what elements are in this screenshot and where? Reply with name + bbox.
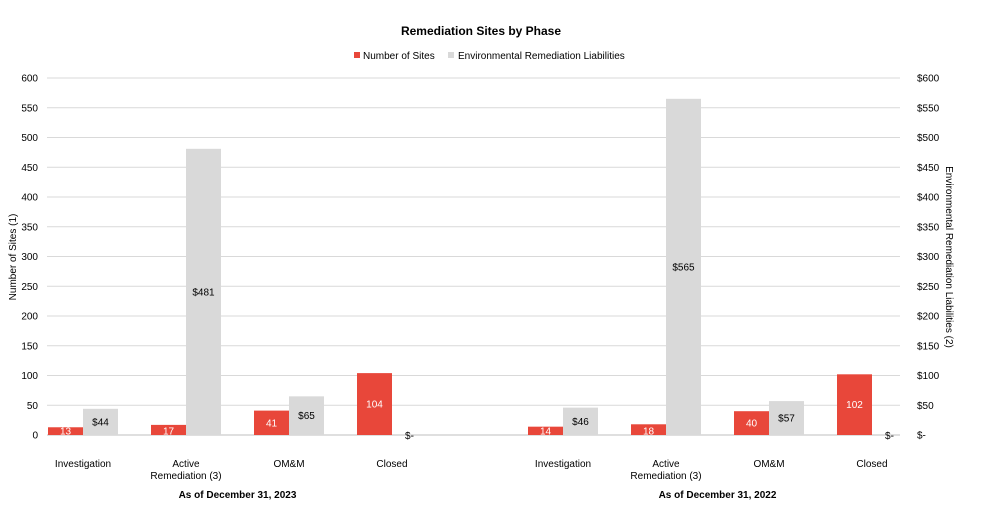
right-tick-label: $50 [917,401,934,412]
category-label: Investigation [535,459,591,470]
right-tick-label: $100 [917,371,940,382]
bar-liabilities [83,408,118,435]
left-tick-label: 300 [21,252,38,263]
data-label: 18 [643,427,655,438]
left-tick-label: 450 [21,163,38,174]
bars [48,98,872,435]
right-axis-label: Environmental Remediation Liabilities (2… [943,166,954,348]
left-axis-label: Number of Sites (1) [8,214,19,301]
right-tick-label: $250 [917,282,940,293]
right-axis-ticks: $600 $550 $500 $450 $400 $350 $300 $250 $200 $150… [917,74,940,442]
legend-label-liabilities: Environmental Remediation Liabilities [458,51,625,62]
right-tick-label: $200 [917,312,940,323]
left-tick-label: 150 [21,341,38,352]
category-label: Remediation (3) [630,471,701,482]
category-label: Active [652,459,680,470]
bar-sites [631,424,666,435]
legend-swatch-liabilities [448,52,454,58]
category-label: Closed [856,459,887,470]
category-label: Active [172,459,200,470]
data-label: $- [405,431,414,442]
group-labels: As of December 31, 2023 As of December 31… [179,490,777,501]
data-label: 14 [540,427,552,438]
data-label: $- [885,431,894,442]
left-tick-label: 0 [32,431,38,442]
legend-swatch-sites [354,52,360,58]
right-tick-label: $150 [917,341,940,352]
bar-liabilities [186,148,221,435]
bar-sites [151,424,186,435]
right-tick-label: $450 [917,163,940,174]
data-label: 102 [846,400,863,411]
data-labels: 13 $44 17 $481 41 $65 104 $- 14 $46 18 $565 40 $57 102… [60,262,894,442]
right-tick-label: $350 [917,222,940,233]
data-label: 41 [266,418,278,429]
bar-sites [357,373,392,435]
data-label: 104 [366,400,383,411]
data-label: $65 [298,411,315,422]
bar-liabilities [769,401,804,435]
right-tick-label: $500 [917,133,940,144]
left-tick-label: 550 [21,103,38,114]
left-tick-label: 200 [21,312,38,323]
category-label: Remediation (3) [150,471,221,482]
data-label: $44 [92,417,109,428]
bar-liabilities [289,396,324,435]
right-tick-label: $550 [917,103,940,114]
left-tick-label: 50 [27,401,39,412]
chart-title: Remediation Sites by Phase [401,24,561,38]
right-tick-label: $400 [917,193,940,204]
data-label: $57 [778,414,795,425]
data-label: $565 [672,262,695,273]
data-label: 17 [163,427,175,438]
category-label: OM&M [753,459,784,470]
right-tick-label: $600 [917,74,940,85]
category-label: Closed [376,459,407,470]
right-tick-label: $300 [917,252,940,263]
group-label: As of December 31, 2022 [659,490,777,501]
data-label: 13 [60,427,72,438]
category-label: Investigation [55,459,111,470]
legend: Number of Sites Environmental Remediatio… [354,51,625,62]
left-tick-label: 400 [21,193,38,204]
bar-sites [48,427,83,435]
left-tick-label: 100 [21,371,38,382]
bar-sites [254,410,289,435]
right-tick-label: $- [917,431,926,442]
bar-liabilities [563,407,598,435]
bar-sites [837,374,872,435]
data-label: $481 [192,287,215,298]
category-label: OM&M [273,459,304,470]
data-label: $46 [572,417,589,428]
bar-liabilities [666,98,701,435]
bar-sites [734,411,769,435]
left-tick-label: 600 [21,74,38,85]
left-tick-label: 250 [21,282,38,293]
gridlines [47,77,900,436]
bar-sites [528,426,563,435]
group-label: As of December 31, 2023 [179,490,297,501]
legend-label-sites: Number of Sites [363,51,435,62]
left-tick-label: 350 [21,222,38,233]
left-tick-label: 500 [21,133,38,144]
data-label: 40 [746,419,758,430]
